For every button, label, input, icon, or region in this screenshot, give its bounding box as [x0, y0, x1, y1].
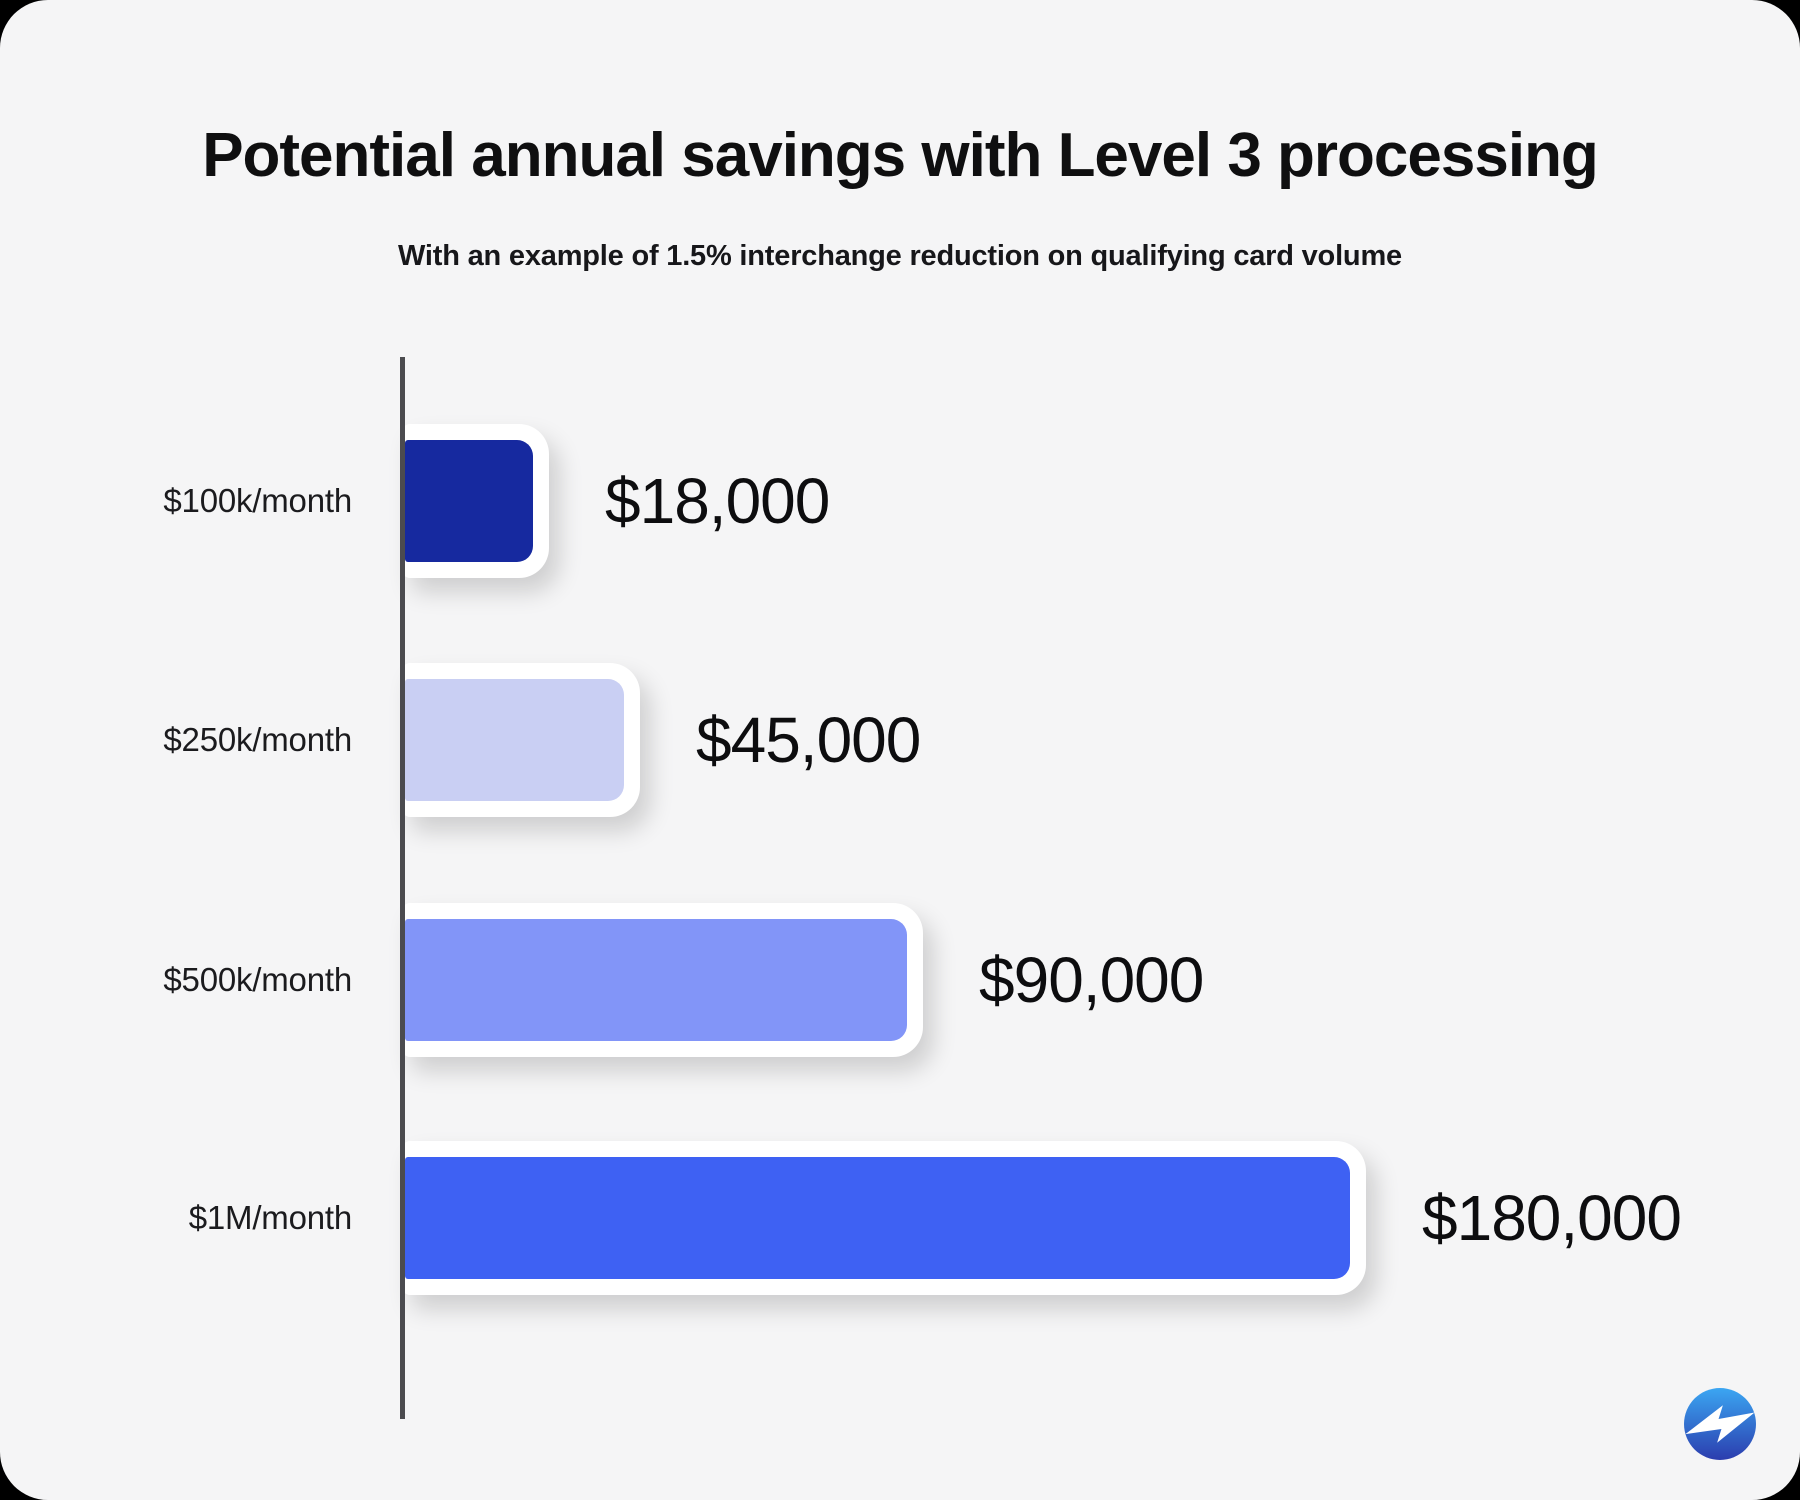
value-label: $45,000 — [696, 704, 921, 776]
value-label: $180,000 — [1422, 1182, 1682, 1254]
bar — [405, 679, 624, 801]
bar-row: $100k/month $18,000 — [0, 421, 1800, 581]
value-label: $90,000 — [979, 944, 1204, 1016]
bar — [405, 919, 907, 1041]
bar-outline — [402, 663, 640, 817]
y-axis-line — [400, 357, 405, 1419]
chart-subtitle: With an example of 1.5% interchange redu… — [398, 240, 1402, 272]
bar — [405, 1157, 1350, 1279]
bar-row: $500k/month $90,000 — [0, 900, 1800, 1060]
bar-outline — [402, 424, 549, 578]
category-label: $100k/month — [163, 482, 352, 519]
logo-bolt — [1685, 1405, 1755, 1443]
lightning-bolt-logo-icon — [1684, 1388, 1756, 1460]
category-label: $250k/month — [163, 721, 352, 758]
bar — [405, 440, 533, 562]
bar-outline — [402, 1141, 1366, 1295]
bar-outline — [402, 903, 923, 1057]
bar-row: $250k/month $45,000 — [0, 660, 1800, 820]
value-label: $18,000 — [605, 465, 830, 537]
chart-title: Potential annual savings with Level 3 pr… — [202, 121, 1599, 190]
bar-row: $1M/month $180,000 — [0, 1138, 1800, 1298]
category-label: $500k/month — [163, 961, 352, 998]
category-label: $1M/month — [188, 1199, 352, 1236]
